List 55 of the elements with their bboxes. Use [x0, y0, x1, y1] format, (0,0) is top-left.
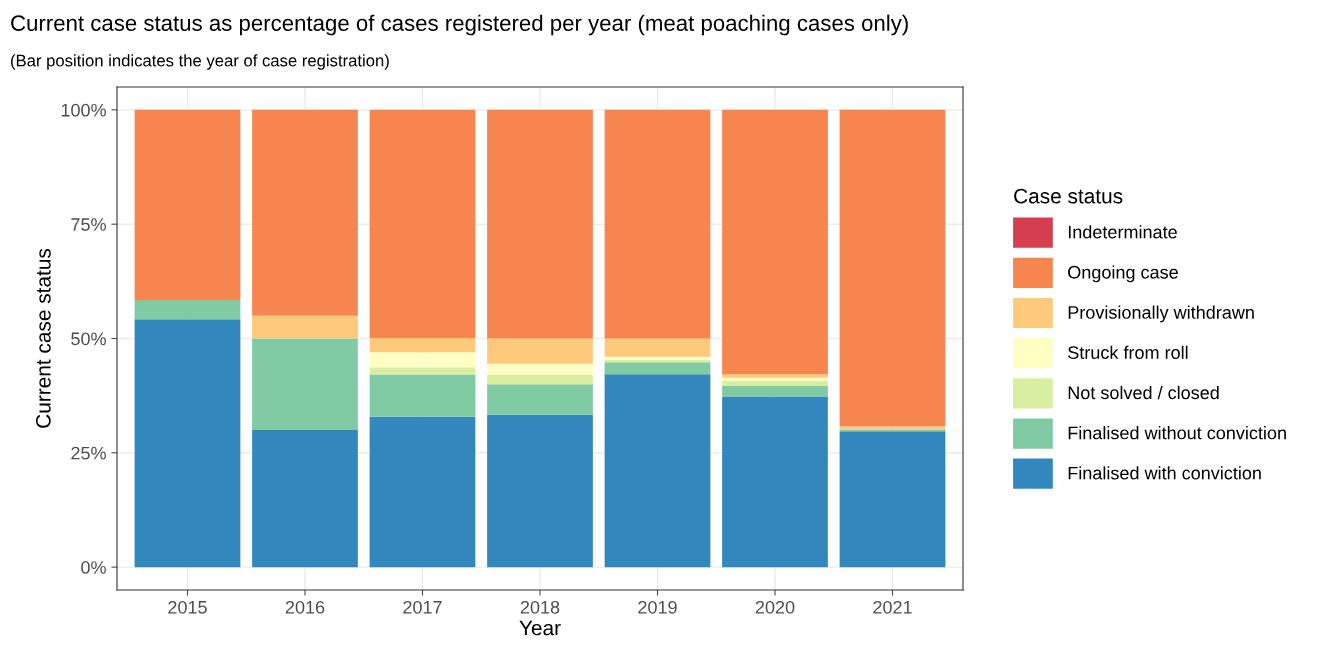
y-tick-label: 25% [71, 446, 106, 460]
legend-label: Provisionally withdrawn [1068, 305, 1254, 323]
bar [487, 109, 593, 339]
chart-subtitle: (Bar position indicates the year of case registration) [11, 54, 389, 70]
x-tick-label: 2017 [403, 600, 442, 614]
bar [369, 338, 476, 353]
y-tick-label: 100% [61, 103, 106, 117]
bar [369, 374, 476, 417]
bar [722, 381, 828, 387]
bar [722, 386, 828, 397]
x-tick-label: 2021 [873, 600, 912, 614]
bar [487, 414, 593, 568]
x-tick-label: 2015 [168, 600, 207, 614]
bar [252, 315, 358, 339]
bar [369, 109, 476, 339]
bar [839, 431, 946, 568]
x-tick-label: 2018 [520, 600, 560, 614]
bar [369, 352, 476, 368]
x-tick-label: 2020 [755, 600, 795, 614]
x-tick-label: 2016 [285, 600, 325, 614]
bar [604, 338, 711, 357]
y-tick-label: 75% [71, 218, 106, 231]
x-tick-label: 2019 [638, 600, 677, 614]
y-axis-title: Current case status [35, 248, 51, 428]
legend-label: Indeterminate [1068, 225, 1177, 239]
legend-label: Not solved / closed [1068, 385, 1219, 400]
bar [722, 109, 828, 375]
bar [134, 109, 241, 301]
bar [487, 384, 593, 415]
y-tick-label: 0% [81, 561, 106, 574]
x-axis-title: Year [519, 620, 561, 636]
bar [252, 338, 358, 430]
bar [134, 300, 241, 320]
legend-label: Struck from roll [1068, 345, 1188, 359]
bar [487, 338, 593, 364]
bar [487, 375, 593, 385]
bar [369, 416, 476, 568]
legend-title: Case status [1014, 188, 1123, 204]
bar [369, 367, 476, 375]
bar [722, 374, 828, 378]
bar [604, 362, 711, 375]
bar [722, 377, 828, 382]
bar [487, 363, 593, 376]
bar [134, 319, 241, 568]
bar [252, 429, 358, 568]
chart-title: Current case status as percentage of cases registered per year (meat poaching cases only) [11, 14, 908, 36]
legend-label: Ongoing case [1068, 265, 1178, 283]
y-tick-label: 50% [71, 332, 106, 346]
bar [722, 396, 828, 568]
bar [839, 109, 946, 427]
bar [252, 109, 358, 316]
bar [604, 109, 711, 339]
legend-label: Finalised with conviction [1068, 466, 1261, 480]
bar [604, 374, 711, 568]
legend-label: Finalised without conviction [1068, 426, 1286, 440]
